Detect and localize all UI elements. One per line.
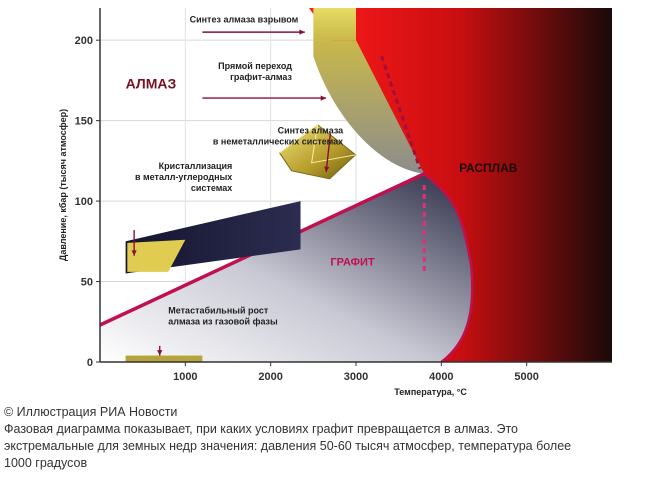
label-metal-carbon-line: в металл-углеродных (135, 172, 232, 182)
x-tick-label: 3000 (344, 371, 368, 383)
label-nonmetal-synthesis: Синтез алмаза в неметаллических системах (213, 126, 344, 147)
illustrations (125, 29, 357, 356)
direct-transition-dotted-line (380, 55, 422, 170)
arrow-metastable-head (157, 350, 163, 356)
region-label-melt: РАСПЛАВ (459, 161, 518, 175)
label-nonmetal-synthesis-line: Синтез алмаза (278, 126, 345, 136)
caption-line-1: Фазовая диаграмма показывает, при каких … (4, 422, 518, 436)
x-tick-label: 1000 (173, 371, 197, 383)
y-tick-label: 200 (75, 35, 93, 47)
arrow-explosion-head (299, 29, 305, 35)
diamond-crystal-facet-icon (279, 123, 356, 164)
melt-region (309, 8, 612, 362)
y-tick-label: 0 (87, 357, 93, 369)
label-metastable-growth-line: Метастабильный рост (168, 306, 269, 316)
region-label-diamond-line: АЛМАЗ (126, 75, 177, 91)
caption-line-3: 1000 градусов (4, 456, 88, 470)
x-tick-label: 4000 (429, 371, 453, 383)
graphite-melt-line (423, 172, 474, 363)
metastable-growth-zone (125, 355, 203, 362)
explosion-synthesis-zone (313, 8, 356, 41)
region-label-melt-line: РАСПЛАВ (459, 161, 518, 175)
label-direct-transition: Прямой переход графит-алмаз (218, 61, 292, 82)
label-direct-transition-line: графит-алмаз (230, 72, 292, 82)
region-label-graphite: ГРАФИТ (330, 256, 375, 268)
phase-diagram: Синтез алмаза взрывом Прямой переход графи… (58, 8, 612, 397)
graphite-region (100, 173, 473, 362)
label-metal-carbon: Кристаллизация в металл-углеродных система… (135, 161, 232, 193)
label-direct-transition-line: Прямой переход (218, 61, 292, 71)
y-tick-label: 100 (75, 196, 93, 208)
metal-carbon-crystal-icon (127, 239, 186, 272)
direct-transition-zone (313, 40, 425, 174)
y-tick-label: 50 (81, 277, 93, 289)
label-explosion-synthesis: Синтез алмаза взрывом (190, 14, 299, 24)
label-metal-carbon-line: системах (191, 183, 232, 193)
region-label-diamond: АЛМАЗ (126, 75, 177, 91)
label-nonmetal-synthesis-line: в неметаллических системах (213, 137, 343, 147)
arrow-direct-head (320, 95, 327, 101)
labels: Синтез алмаза взрывом Прямой переход графи… (126, 14, 518, 326)
axes: 0 50 100 150 200 1000 2000 3000 4000 5000 Температ… (58, 8, 612, 397)
caption: © Иллюстрация РИА Новости Фазовая диагра… (4, 404, 644, 472)
y-axis-label: Давление, кбар (тысяч атмосфер) (58, 109, 68, 261)
x-tick-label: 5000 (514, 371, 538, 383)
caption-copyright: © Иллюстрация РИА Новости (4, 405, 178, 419)
x-tick-label: 2000 (258, 371, 282, 383)
caption-line-2: экстремальные для земных недр значения: … (4, 439, 572, 453)
arrow-nonmetal-head (324, 166, 330, 173)
label-metastable-growth-line: алмаза из газовой фазы (168, 317, 278, 327)
label-metal-carbon-line: Кристаллизация (159, 161, 233, 171)
x-axis-label: Температура, °С (394, 387, 467, 397)
region-label-graphite-line: ГРАФИТ (330, 256, 375, 268)
label-metastable-growth: Метастабильный рост алмаза из газовой фаз… (168, 306, 278, 327)
arrow-nonmetal (325, 133, 332, 173)
arrow-metal-head (131, 250, 137, 256)
y-tick-label: 150 (75, 116, 93, 128)
phase-areas (100, 8, 612, 362)
label-explosion-synthesis-line: Синтез алмаза взрывом (190, 14, 299, 24)
